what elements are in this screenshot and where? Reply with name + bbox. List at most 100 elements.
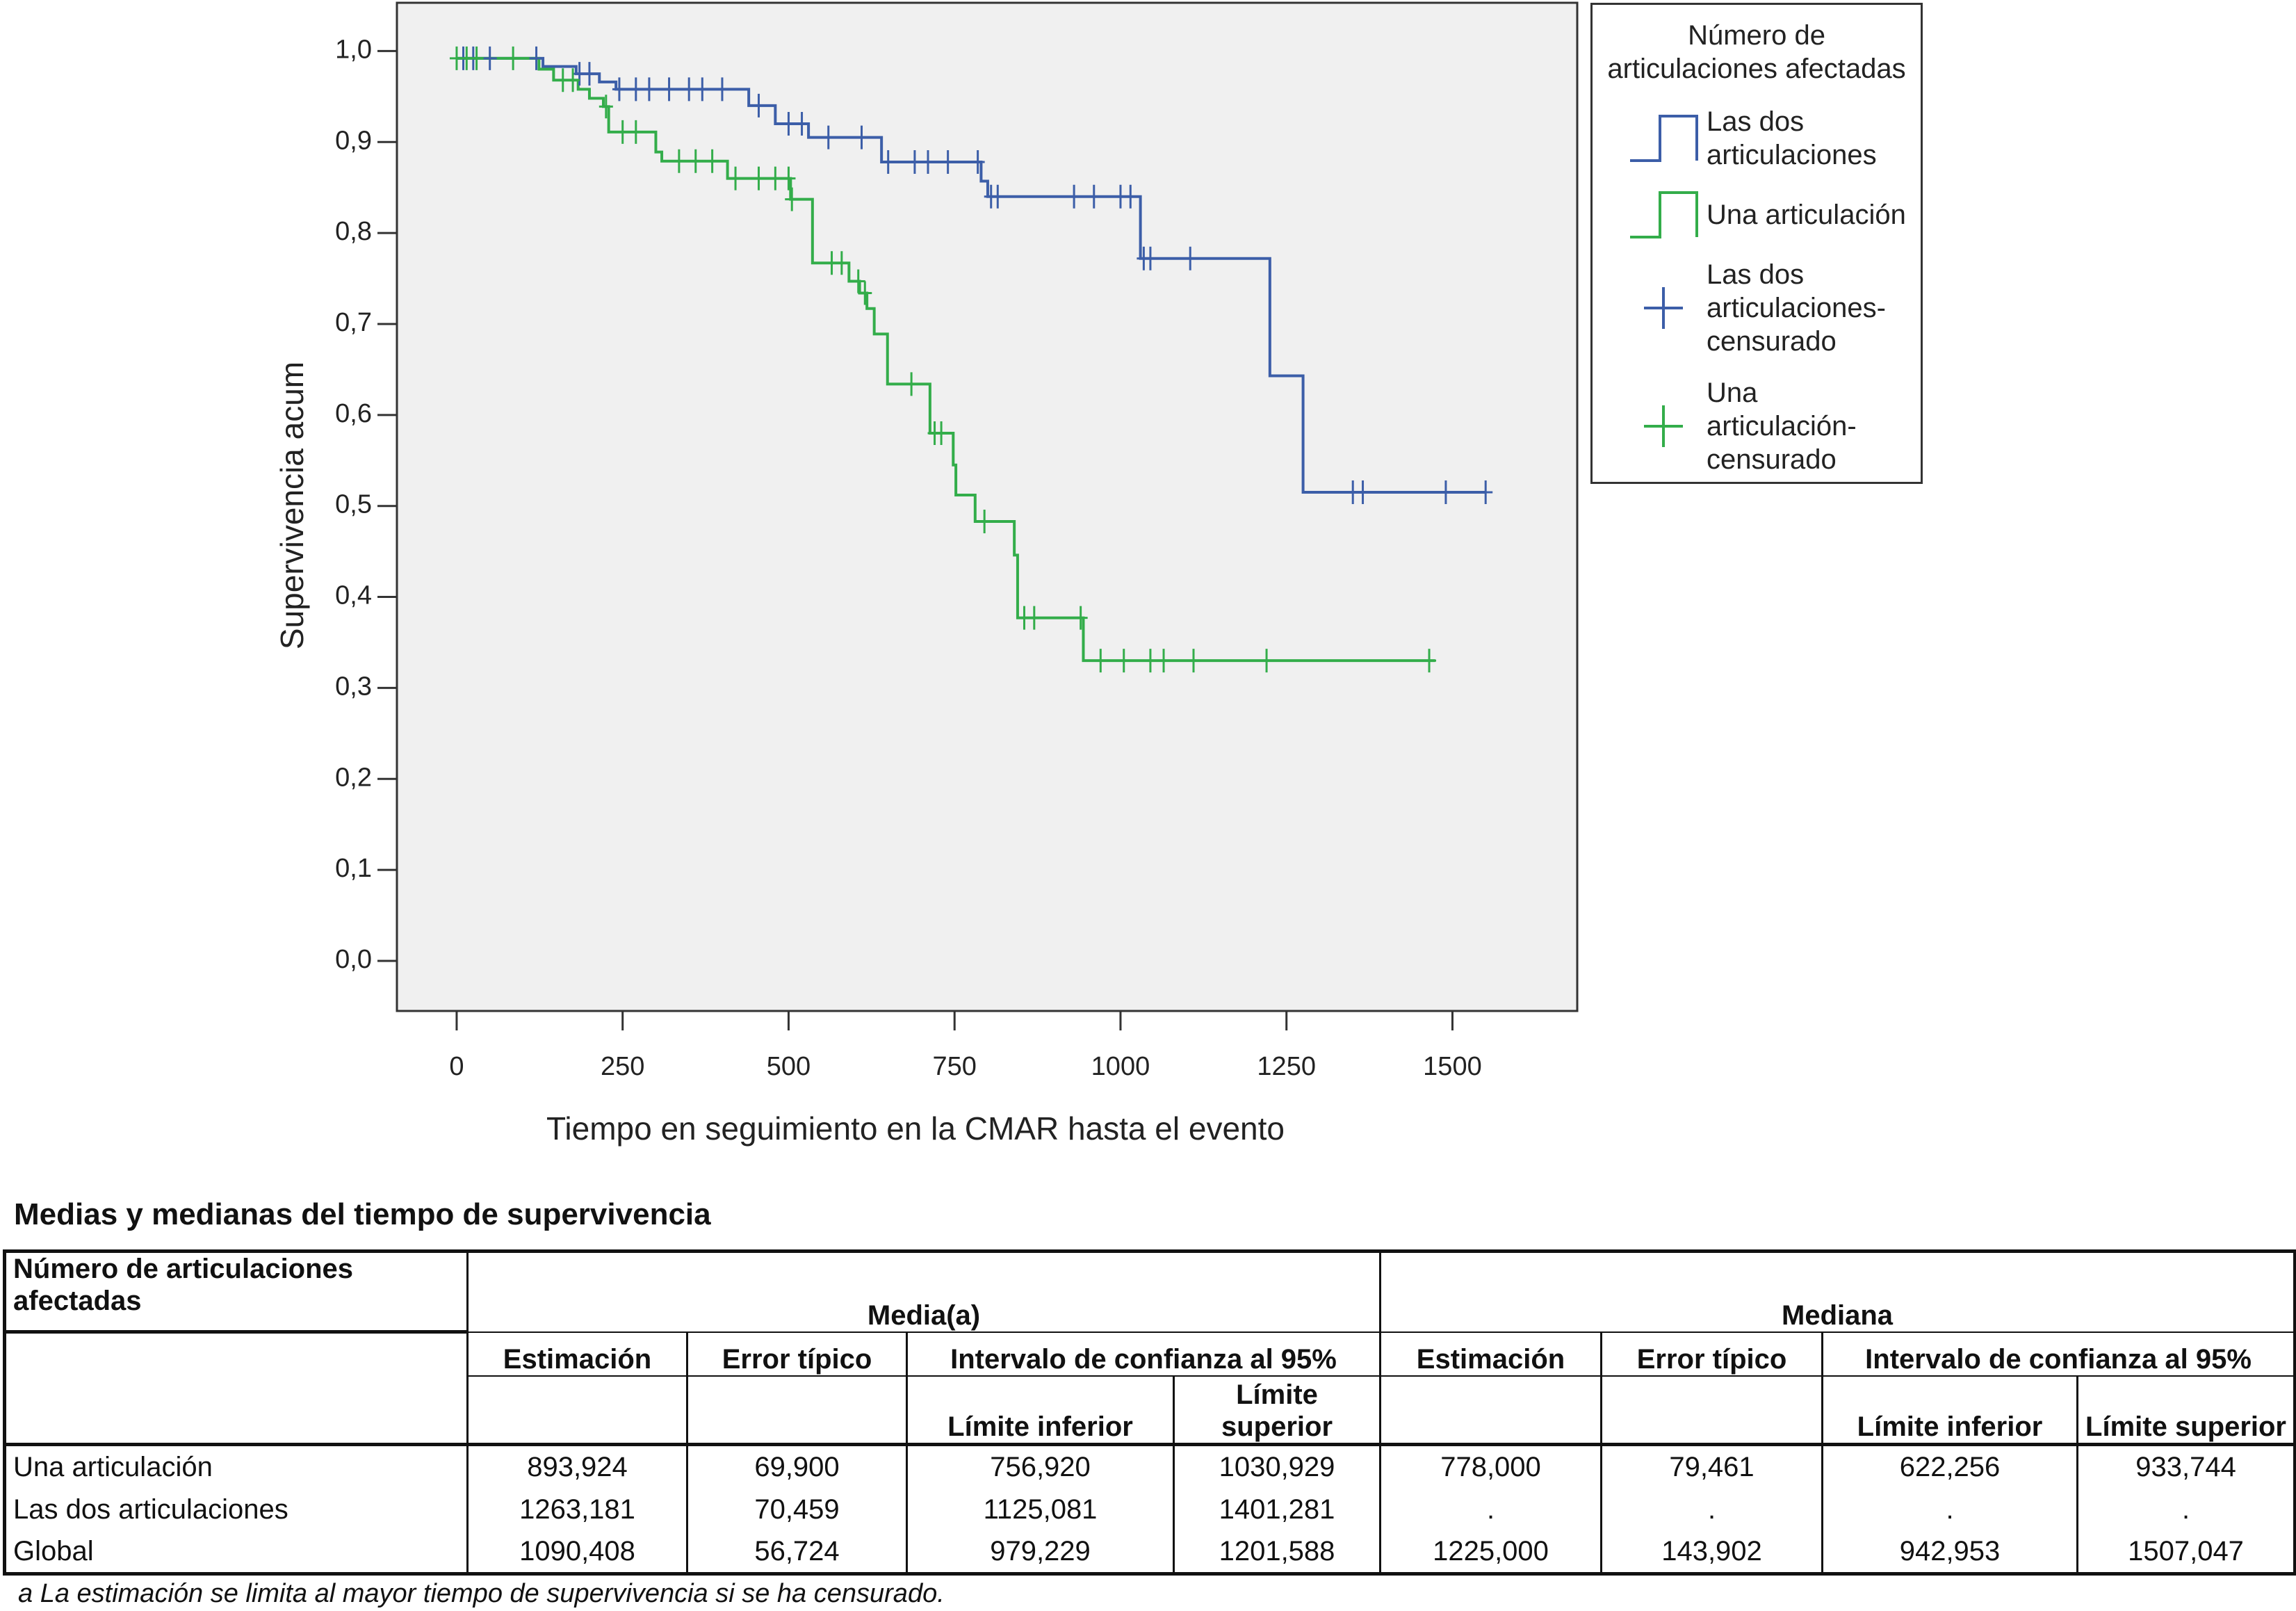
- row-label: Global: [3, 1530, 468, 1574]
- censor-mark: [991, 184, 1005, 209]
- group-header: Número de articulaciones afectadas: [3, 1251, 468, 1334]
- censor-mark: [858, 281, 872, 305]
- censor-mark: [715, 77, 729, 102]
- x-tick-label: 1500: [1423, 1052, 1482, 1081]
- censor-mark: [628, 120, 643, 144]
- censor-mark: [599, 95, 613, 119]
- censor-mark: [1157, 649, 1171, 673]
- column-header: Estimación: [1379, 1331, 1602, 1377]
- censor-mark: [854, 125, 869, 149]
- column-header: Intervalo de confianza al 95%: [906, 1331, 1381, 1377]
- empty-header: [466, 1375, 687, 1446]
- legend-item: Las dos articulaciones-censurado: [1629, 258, 1921, 358]
- censor-mark: [1123, 184, 1138, 209]
- legend-symbol-path: [1644, 405, 1683, 447]
- cell: .: [2076, 1487, 2295, 1531]
- legend-symbol: [1644, 405, 1683, 447]
- subcolumn-header: Límite inferior: [906, 1375, 1174, 1446]
- x-tick-label: 250: [601, 1052, 644, 1081]
- legend-symbol-path: [1644, 287, 1683, 329]
- cell: 1201,588: [1173, 1530, 1381, 1574]
- table-title: Medias y medianas del tiempo de superviv…: [14, 1197, 711, 1231]
- y-tick-label: 0,2: [335, 763, 372, 792]
- legend-item: Una articulación-censurado: [1629, 376, 1921, 476]
- cell: 79,461: [1600, 1444, 1823, 1488]
- censor-mark: [851, 269, 865, 293]
- empty-header: [1379, 1375, 1602, 1446]
- y-tick-label: 0,1: [335, 854, 372, 883]
- subcolumn-header: Límite inferior: [1821, 1375, 2078, 1446]
- censor-mark: [904, 372, 919, 396]
- plot-area: [396, 1, 1579, 1012]
- censor-mark: [1355, 480, 1370, 505]
- y-axis-label: Supervivencia acum: [274, 362, 310, 649]
- y-tick-label: 0,3: [335, 672, 372, 701]
- y-tick-label: 0,6: [335, 399, 372, 428]
- censor-mark: [821, 125, 836, 149]
- censor-mark: [688, 149, 703, 173]
- censor-mark: [921, 150, 935, 175]
- censor-mark: [881, 150, 895, 175]
- censor-mark: [970, 150, 985, 175]
- censor-mark: [977, 509, 992, 533]
- censor-mark: [662, 77, 676, 102]
- table-row: Las dos articulaciones 1263,181 70,459 1125…: [3, 1487, 2295, 1531]
- legend-symbol: [1630, 115, 1698, 162]
- censor-mark: [941, 150, 955, 175]
- empty-header: [3, 1331, 468, 1446]
- cell: 56,724: [686, 1530, 907, 1574]
- censor-mark: [1438, 480, 1453, 505]
- cell: 1507,047: [2076, 1530, 2295, 1574]
- cell: 942,953: [1821, 1530, 2078, 1574]
- table-row: Estimación Error típico Intervalo de confi…: [3, 1331, 2295, 1446]
- censor-mark: [1027, 606, 1041, 630]
- table-row: Límite inferior Límite superior Límite inf…: [5, 1375, 2295, 1446]
- censor-mark: [781, 112, 796, 136]
- x-tick-label: 1000: [1091, 1052, 1150, 1081]
- subcolumn-header: Límite superior: [1173, 1375, 1381, 1446]
- legend-label: Una articulación: [1707, 200, 1906, 230]
- cell: 979,229: [906, 1530, 1174, 1574]
- censor-mark: [1183, 246, 1198, 270]
- cell: 1263,181: [466, 1487, 687, 1531]
- censor-mark: [566, 68, 580, 92]
- censor-mark: [695, 77, 710, 102]
- cell: .: [1821, 1487, 2078, 1531]
- survival-line: [456, 56, 1435, 663]
- censor-mark: [785, 187, 799, 211]
- row-label: Las dos articulaciones: [3, 1487, 468, 1531]
- cell: 756,920: [906, 1444, 1174, 1488]
- censor-mark: [1067, 184, 1082, 209]
- censor-mark: [1422, 649, 1437, 673]
- censor-mark: [1073, 606, 1088, 630]
- y-tick-label: 0,7: [335, 308, 372, 337]
- censor-mark: [1143, 246, 1157, 270]
- censor-mark: [482, 46, 497, 70]
- legend-label: Las dos articulaciones: [1707, 106, 1877, 170]
- legend-label: Las dos articulaciones-censurado: [1707, 259, 1886, 357]
- cell: 1090,408: [466, 1530, 687, 1574]
- span-header: Mediana: [1378, 1251, 2295, 1333]
- censor-mark: [469, 46, 484, 70]
- column-header: Intervalo de confianza al 95%: [1821, 1331, 2295, 1377]
- y-tick-label: 0,0: [335, 945, 372, 974]
- censor-mark: [671, 149, 686, 173]
- legend: Número de articulaciones afectadas Las d…: [1590, 3, 1923, 484]
- footnote: a La estimación se limita al mayor tiemp…: [18, 1579, 945, 1608]
- legend-symbol: [1644, 287, 1683, 329]
- y-tick-label: 0,8: [335, 217, 372, 246]
- censor-mark: [728, 166, 743, 191]
- cell: 622,256: [1821, 1444, 2078, 1488]
- censor-mark: [1143, 649, 1157, 673]
- legend-title: Número de articulaciones afectadas: [1607, 20, 1906, 84]
- censor-mark: [682, 77, 697, 102]
- censor-mark: [1479, 480, 1493, 505]
- censor-mark: [751, 166, 766, 191]
- cell: 143,902: [1600, 1530, 1823, 1574]
- censor-mark: [781, 166, 796, 191]
- x-tick-label: 500: [767, 1052, 811, 1081]
- censor-mark: [506, 46, 521, 70]
- x-tick-label: 750: [933, 1052, 977, 1081]
- table-row: Global 1090,408 56,724 979,229 1201,588 1225,…: [3, 1530, 2295, 1574]
